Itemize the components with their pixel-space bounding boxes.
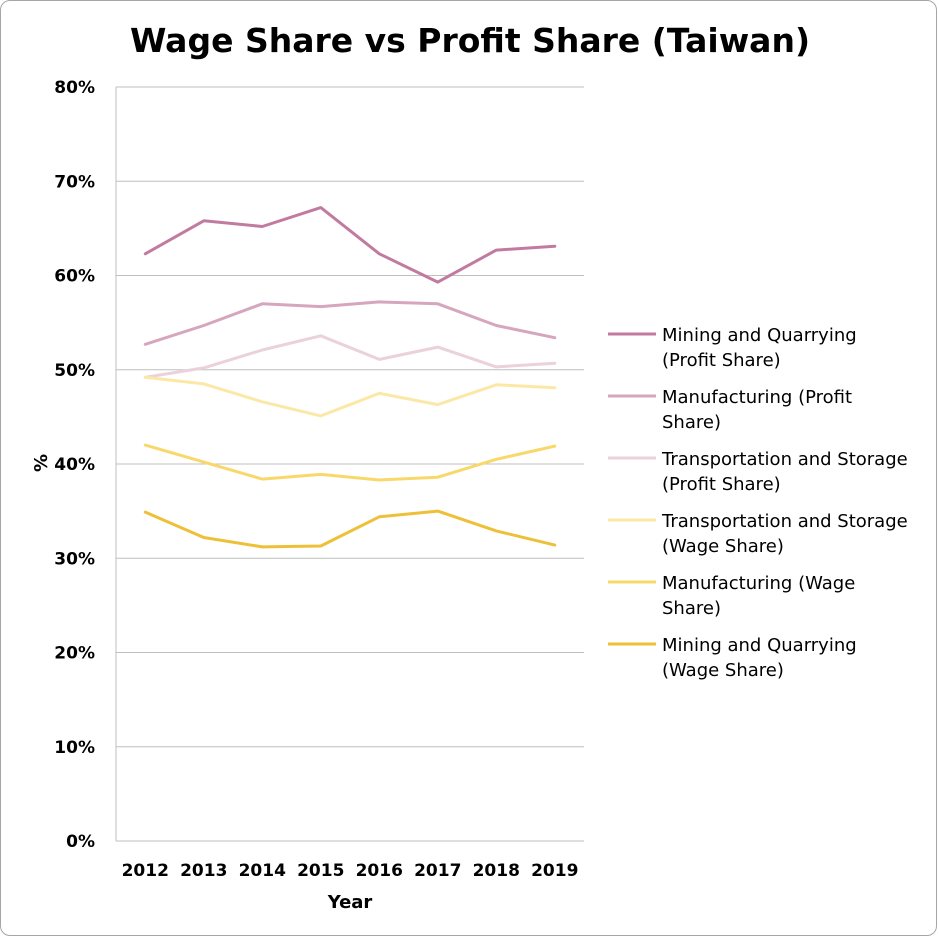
x-tick-label: 2014	[239, 861, 286, 881]
chart-title: Wage Share vs Profit Share (Taiwan)	[130, 21, 810, 60]
legend-item: Mining and Quarrying (Wage Share)	[608, 635, 857, 681]
y-tick-label: 10%	[54, 738, 95, 758]
legend-label: Mining and Quarrying (Profit Share)	[662, 325, 857, 371]
legend-label: Mining and Quarrying (Wage Share)	[662, 635, 857, 681]
y-tick-label: 50%	[54, 361, 95, 381]
series-line	[143, 509, 557, 549]
y-axis: 0% 10% 20% 30% 40% 50% 60% 70% 80%	[54, 78, 117, 852]
series-lines	[143, 206, 557, 549]
series-line	[143, 375, 557, 418]
x-axis: 2012 2013 2014 2015 2016 2017 2018 2019	[122, 861, 579, 881]
x-tick-label: 2012	[122, 861, 169, 881]
x-tick-label: 2015	[297, 861, 344, 881]
y-tick-label: 40%	[54, 455, 95, 475]
series-line	[143, 206, 557, 284]
legend-item: Mining and Quarrying (Profit Share)	[608, 325, 857, 371]
gridlines	[116, 86, 584, 842]
series-line	[143, 300, 557, 346]
series-line	[143, 443, 557, 482]
legend-label: Manufacturing (Wage Share)	[662, 573, 855, 619]
y-tick-label: 20%	[54, 644, 95, 664]
legend-label: Manufacturing (Profit Share)	[662, 387, 852, 433]
series-line	[143, 334, 557, 379]
legend-item: Transportation and Storage (Wage Share)	[608, 511, 908, 557]
legend-label: Transportation and Storage (Wage Share)	[661, 511, 908, 557]
legend-label: Transportation and Storage (Profit Share)	[661, 449, 908, 495]
legend: Mining and Quarrying (Profit Share) Manufa…	[608, 325, 908, 681]
x-tick-label: 2018	[473, 861, 520, 881]
x-tick-label: 2013	[180, 861, 227, 881]
x-axis-title: Year	[327, 892, 373, 913]
legend-item: Transportation and Storage (Profit Share)	[608, 449, 908, 495]
x-tick-label: 2016	[356, 861, 403, 881]
x-tick-label: 2017	[414, 861, 461, 881]
y-tick-label: 0%	[66, 832, 95, 852]
y-tick-label: 60%	[54, 267, 95, 287]
y-tick-label: 80%	[54, 78, 95, 98]
legend-item: Manufacturing (Profit Share)	[608, 387, 852, 433]
y-axis-title: %	[31, 454, 52, 472]
y-tick-label: 30%	[54, 549, 95, 569]
legend-item: Manufacturing (Wage Share)	[608, 573, 855, 619]
y-tick-label: 70%	[54, 172, 95, 192]
x-tick-label: 2019	[531, 861, 578, 881]
